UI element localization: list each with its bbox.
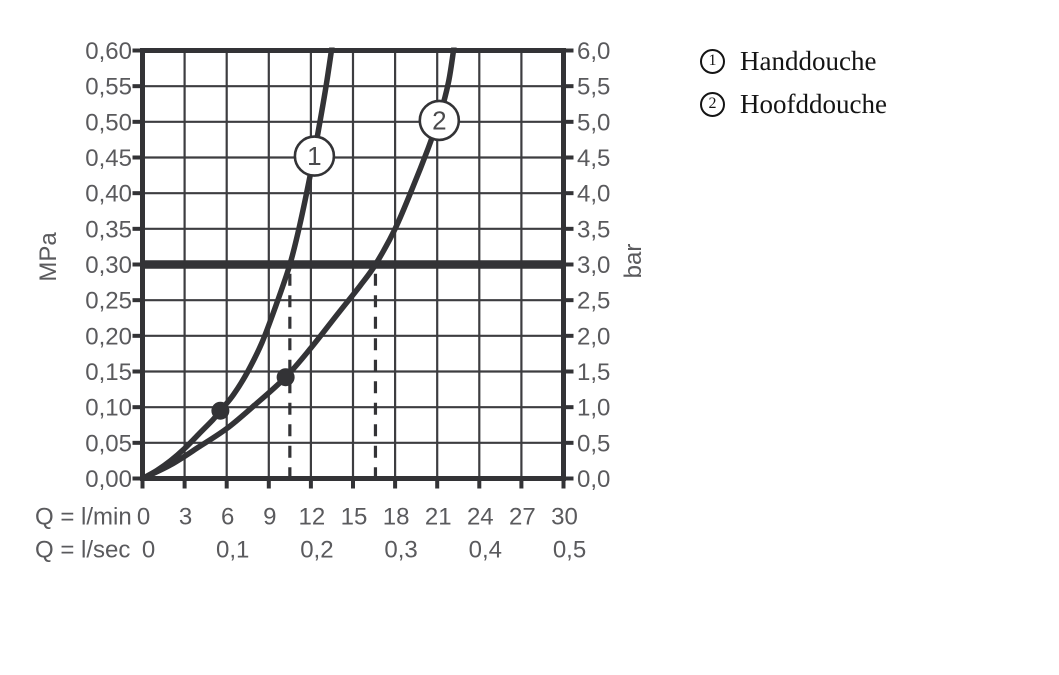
x-lmin-tick-label: 21 [425, 504, 452, 531]
x-lsec-tick-label: 0,4 [469, 537, 502, 564]
y-left-tick-label: 0,15 [85, 359, 132, 386]
x-lmin-tick-label: 0 [137, 504, 150, 531]
y-right-tick-label: 1,0 [577, 395, 610, 422]
data-point-dot-2 [276, 368, 295, 387]
legend-marker-2-circle-icon: 2 [700, 91, 725, 117]
y-right-tick-label: 2,5 [577, 288, 610, 315]
x-lsec-tick-label: 0,5 [553, 537, 586, 564]
y-right-tick-label: 3,5 [577, 216, 610, 243]
x-lsec-tick-label: 0,3 [384, 537, 417, 564]
x-lmin-tick-label: 12 [299, 504, 326, 531]
y-left-tick-label: 0,30 [85, 252, 132, 279]
y-left-tick-label: 0,25 [85, 288, 132, 315]
y-right-tick-label: 4,5 [577, 145, 610, 172]
legend-marker-1-digit: 1 [708, 52, 717, 69]
curve-marker-digit-1: 1 [307, 141, 321, 171]
y-right-tick-label: 6,0 [577, 38, 610, 65]
y-left-tick-label: 0,35 [85, 216, 132, 243]
y-right-tick-label: 3,0 [577, 252, 610, 279]
y-right-tick-label: 5,0 [577, 109, 610, 136]
x-lmin-tick-label: 3 [179, 504, 192, 531]
legend-marker-2-digit: 2 [708, 95, 717, 112]
legend-marker-1-circle-icon: 1 [700, 48, 725, 74]
x-lsec-tick-label: 0,1 [216, 537, 249, 564]
x-axis-title-lsec: Q = l/sec [35, 537, 130, 564]
y-right-tick-label: 0,0 [577, 466, 610, 493]
x-lmin-tick-label: 24 [467, 504, 494, 531]
x-lmin-tick-label: 18 [383, 504, 410, 531]
y-right-tick-label: 2,0 [577, 323, 610, 350]
x-lsec-tick-label: 0 [142, 537, 155, 564]
legend-label-hoofddouche: Hoofddouche [740, 88, 887, 119]
y-left-tick-label: 0,10 [85, 395, 132, 422]
x-axis-title-lmin: Q = l/min [35, 504, 132, 531]
legend-label-handdouche: Handdouche [740, 45, 877, 76]
legend-item-hoofddouche: 2 Hoofddouche [700, 90, 887, 118]
legend-item-handdouche: 1 Handdouche [700, 47, 887, 75]
y-left-tick-label: 0,05 [85, 430, 132, 457]
x-lmin-tick-label: 27 [509, 504, 536, 531]
legend: 1 Handdouche 2 Hoofddouche [700, 47, 887, 118]
data-point-dot-1 [211, 401, 230, 420]
flow-pressure-chart: 120,000,050,100,150,200,250,300,350,400,… [35, 38, 647, 564]
y-axis-title-mpa: MPa [35, 232, 62, 282]
curve-marker-digit-2: 2 [432, 105, 446, 135]
x-lmin-tick-label: 6 [221, 504, 234, 531]
curve-marker-circle-2 [418, 99, 461, 142]
y-left-tick-label: 0,55 [85, 74, 132, 101]
curve-marker-circle-1 [293, 135, 336, 177]
y-right-tick-label: 5,5 [577, 74, 610, 101]
y-axis-title-bar: bar [620, 244, 647, 279]
x-lmin-tick-label: 15 [341, 504, 368, 531]
y-left-tick-label: 0,60 [85, 38, 132, 65]
y-right-tick-label: 4,0 [577, 181, 610, 208]
x-lsec-tick-label: 0,2 [300, 537, 333, 564]
y-left-tick-label: 0,20 [85, 323, 132, 350]
y-left-tick-label: 0,40 [85, 181, 132, 208]
y-right-tick-label: 0,5 [577, 430, 610, 457]
y-left-tick-label: 0,45 [85, 145, 132, 172]
plot-border [140, 48, 566, 481]
y-right-tick-label: 1,5 [577, 359, 610, 386]
y-left-tick-label: 0,50 [85, 109, 132, 136]
y-left-tick-label: 0,00 [85, 466, 132, 493]
x-lmin-tick-label: 30 [551, 504, 578, 531]
x-lmin-tick-label: 9 [263, 504, 276, 531]
